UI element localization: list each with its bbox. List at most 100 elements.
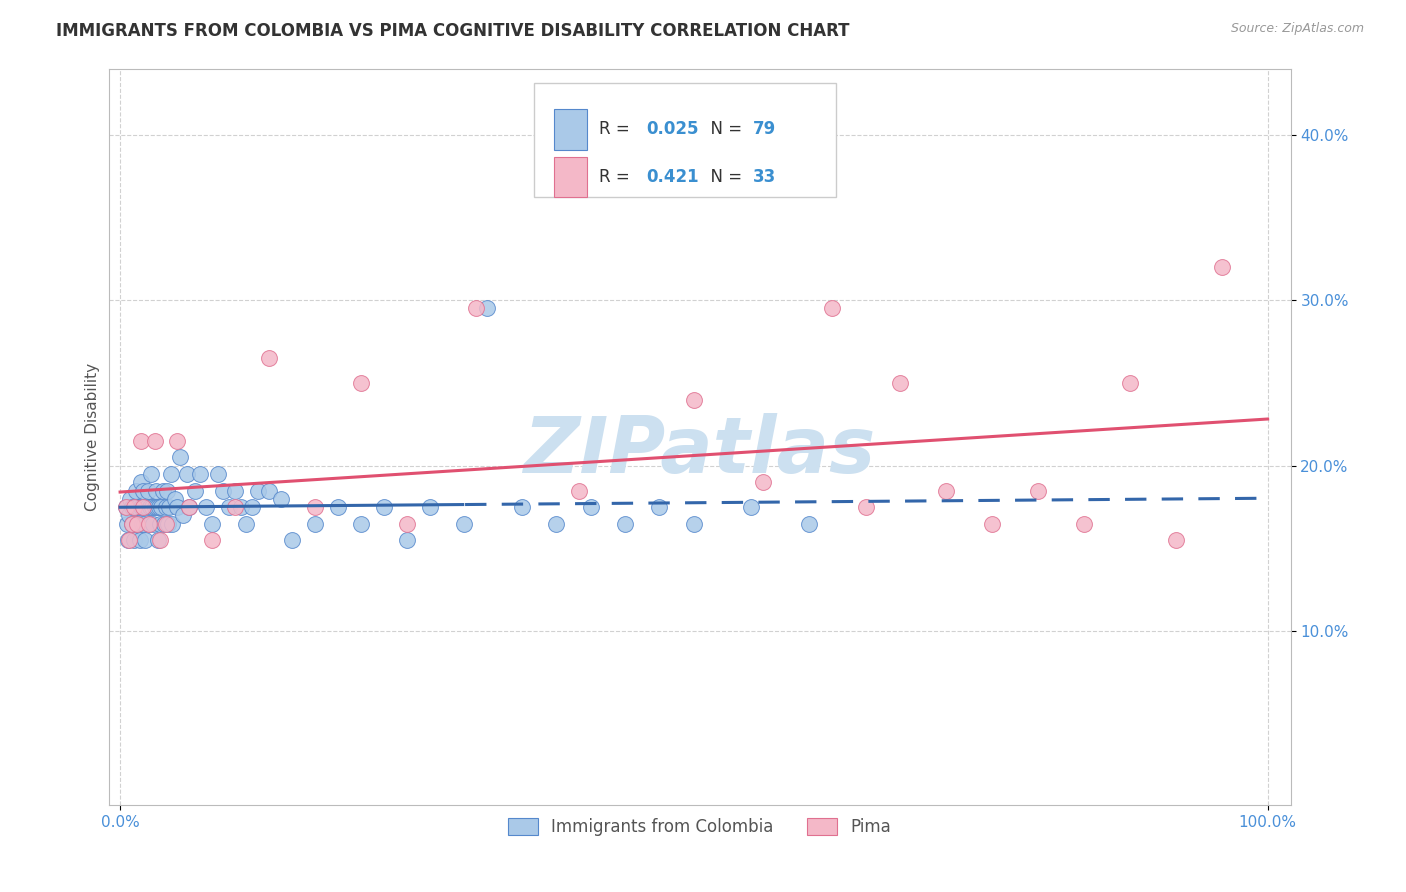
Point: [579, 500, 602, 515]
Point: [568, 483, 591, 498]
Point: [281, 533, 304, 548]
Point: [207, 467, 229, 481]
Text: 33: 33: [752, 169, 776, 186]
Point: [1073, 516, 1095, 531]
Point: [143, 500, 166, 515]
Point: [1026, 483, 1049, 498]
Point: [510, 500, 533, 515]
Point: [212, 483, 235, 498]
Point: [127, 500, 149, 515]
Point: [120, 491, 142, 506]
Text: Source: ZipAtlas.com: Source: ZipAtlas.com: [1230, 22, 1364, 36]
Point: [201, 516, 224, 531]
Point: [139, 467, 162, 481]
Point: [146, 533, 169, 548]
Point: [395, 533, 418, 548]
Point: [160, 516, 183, 531]
Point: [165, 491, 187, 506]
Point: [149, 533, 172, 548]
Point: [121, 516, 143, 531]
Point: [148, 500, 170, 515]
Text: 0.025: 0.025: [647, 120, 699, 138]
Point: [159, 467, 181, 481]
Point: [935, 483, 957, 498]
Point: [190, 467, 212, 481]
Point: [115, 500, 138, 515]
Point: [129, 500, 152, 515]
Point: [134, 516, 156, 531]
Point: [115, 500, 138, 515]
Point: [270, 491, 292, 506]
Point: [121, 516, 143, 531]
Point: [156, 483, 179, 498]
Point: [152, 516, 174, 531]
Point: [229, 500, 252, 515]
Point: [797, 516, 820, 531]
Text: IMMIGRANTS FROM COLOMBIA VS PIMA COGNITIVE DISABILITY CORRELATION CHART: IMMIGRANTS FROM COLOMBIA VS PIMA COGNITI…: [56, 22, 849, 40]
Point: [121, 500, 143, 515]
Point: [159, 500, 181, 515]
Point: [141, 500, 163, 515]
Text: N =: N =: [700, 120, 747, 138]
Point: [683, 392, 706, 407]
FancyBboxPatch shape: [534, 83, 835, 197]
Point: [326, 500, 349, 515]
Point: [464, 301, 486, 316]
Point: [240, 500, 263, 515]
Point: [183, 483, 205, 498]
Point: [129, 434, 152, 448]
Point: [981, 516, 1004, 531]
Point: [259, 351, 281, 366]
Text: N =: N =: [700, 169, 747, 186]
Point: [146, 500, 169, 515]
Point: [134, 533, 156, 548]
Point: [131, 516, 153, 531]
Point: [453, 516, 475, 531]
Point: [118, 533, 141, 548]
Point: [138, 516, 160, 531]
Point: [614, 516, 637, 531]
Point: [127, 516, 149, 531]
Y-axis label: Cognitive Disability: Cognitive Disability: [86, 363, 100, 511]
Point: [155, 500, 177, 515]
Point: [128, 533, 150, 548]
Point: [373, 500, 395, 515]
Point: [304, 500, 326, 515]
Point: [125, 483, 148, 498]
Point: [1211, 260, 1233, 274]
Point: [195, 500, 218, 515]
Point: [172, 508, 194, 523]
Point: [177, 500, 200, 515]
Point: [350, 376, 373, 390]
Text: ZIPatlas: ZIPatlas: [523, 414, 876, 490]
Point: [235, 516, 257, 531]
Point: [132, 483, 155, 498]
Point: [127, 516, 149, 531]
Text: R =: R =: [599, 120, 636, 138]
Point: [145, 483, 167, 498]
Point: [143, 434, 166, 448]
Point: [546, 516, 568, 531]
Bar: [554, 157, 588, 197]
Point: [142, 516, 165, 531]
Text: 79: 79: [752, 120, 776, 138]
Text: 0.421: 0.421: [647, 169, 699, 186]
Point: [117, 533, 139, 548]
Point: [150, 500, 173, 515]
Point: [157, 516, 180, 531]
Point: [149, 516, 172, 531]
Point: [132, 500, 155, 515]
Point: [395, 516, 418, 531]
Point: [218, 500, 240, 515]
Point: [201, 533, 224, 548]
Point: [115, 516, 138, 531]
Point: [1164, 533, 1187, 548]
Point: [350, 516, 373, 531]
Point: [648, 500, 671, 515]
Point: [740, 500, 762, 515]
Point: [224, 483, 246, 498]
Point: [176, 467, 198, 481]
Point: [246, 483, 269, 498]
Point: [304, 516, 326, 531]
Point: [136, 483, 159, 498]
